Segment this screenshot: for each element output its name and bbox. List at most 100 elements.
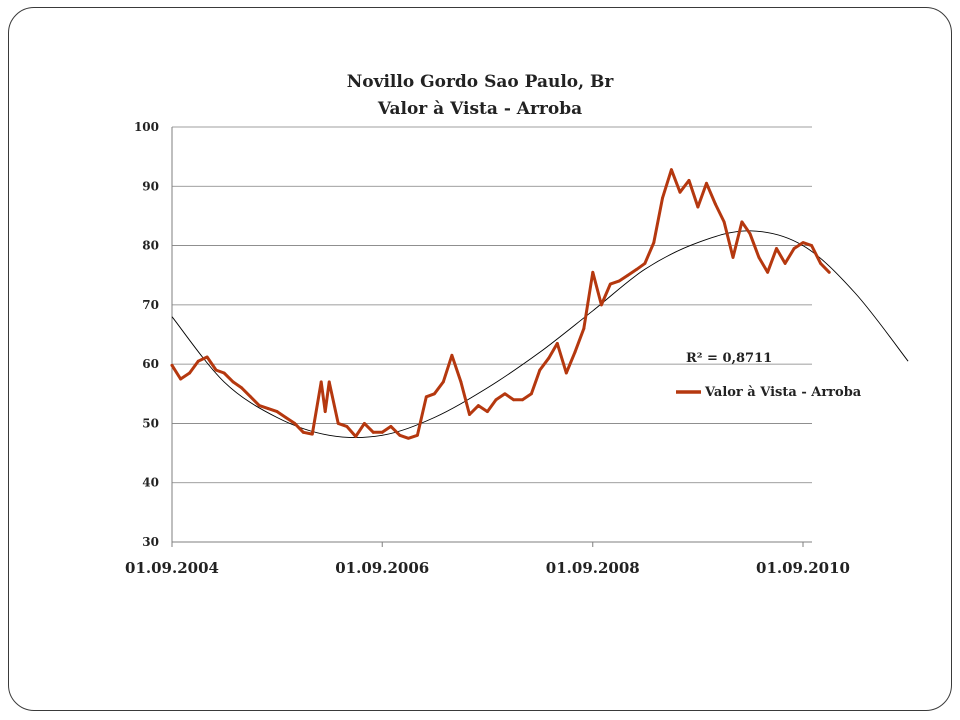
data-point <box>722 220 726 224</box>
x-axis-tick-labels: 01.09.2004 01.09.2006 01.09.2008 01.09.2010 <box>125 559 850 577</box>
data-point <box>441 380 445 384</box>
data-point <box>222 371 226 375</box>
y-tick-label: 50 <box>142 416 159 430</box>
data-point <box>652 241 656 245</box>
data-point <box>319 380 323 384</box>
data-point <box>450 353 454 357</box>
data-point <box>757 256 761 259</box>
data-point <box>284 416 288 419</box>
data-point <box>705 181 708 185</box>
data-point <box>608 282 612 286</box>
data-point <box>801 241 805 245</box>
data-point <box>669 168 673 172</box>
data-point <box>249 395 253 399</box>
data-point <box>477 404 480 408</box>
data-point <box>240 386 244 390</box>
y-tick-label: 80 <box>142 239 159 253</box>
data-point <box>792 247 796 250</box>
data-point <box>714 202 717 206</box>
data-point <box>459 380 463 384</box>
data-point <box>600 303 603 307</box>
data-point <box>731 256 735 259</box>
data-point <box>617 279 621 283</box>
data-point <box>748 232 752 236</box>
data-point <box>810 244 814 247</box>
data-point <box>468 413 471 416</box>
data-point <box>538 368 542 372</box>
data-point <box>555 341 559 345</box>
data-point <box>687 178 691 182</box>
data-point <box>494 398 498 402</box>
y-axis-tick-labels: 30 40 50 60 70 80 90 100 <box>134 120 159 549</box>
data-point <box>310 432 314 436</box>
data-point <box>170 363 174 367</box>
x-tick-label: 01.09.2006 <box>335 559 429 577</box>
data-point <box>323 410 327 413</box>
data-point <box>231 380 235 384</box>
data-point <box>626 273 630 277</box>
data-point <box>783 261 787 265</box>
data-point <box>371 430 375 434</box>
data-point <box>740 220 744 224</box>
data-point <box>179 377 183 381</box>
trendline <box>171 230 909 438</box>
data-point <box>301 430 305 434</box>
chart-title: Novillo Gordo Sao Paulo, Br <box>347 72 615 92</box>
data-point <box>389 424 393 428</box>
data-point <box>696 205 700 209</box>
data-point <box>188 371 191 375</box>
data-point <box>327 380 331 384</box>
data-point <box>214 368 218 372</box>
axes <box>171 127 812 547</box>
data-point <box>766 270 769 274</box>
legend: Valor à Vista - Arroba <box>676 385 862 400</box>
data-point <box>661 196 664 200</box>
x-tick-label: 01.09.2010 <box>756 559 850 577</box>
data-point <box>819 261 822 265</box>
data-point <box>362 422 366 425</box>
data-point <box>424 395 428 399</box>
data-point <box>336 422 340 425</box>
data-point <box>573 350 577 354</box>
data-point <box>293 422 297 425</box>
legend-label: Valor à Vista - Arroba <box>704 385 862 400</box>
data-point <box>512 398 515 402</box>
y-tick-label: 60 <box>142 357 159 371</box>
data-point <box>635 267 639 271</box>
data-point <box>345 424 349 428</box>
data-point <box>380 430 384 434</box>
data-point <box>275 410 279 413</box>
y-tick-label: 30 <box>142 535 159 549</box>
data-point <box>591 270 595 274</box>
data-point <box>415 433 419 437</box>
chart-subtitle: Valor à Vista - Arroba <box>377 99 582 119</box>
data-point <box>643 261 647 265</box>
gridlines <box>172 126 812 484</box>
data-point <box>564 371 568 375</box>
series-points <box>170 168 831 440</box>
data-point <box>205 355 209 359</box>
slide-frame <box>8 7 952 711</box>
data-point <box>582 327 586 330</box>
x-tick-label: 01.09.2004 <box>125 559 219 577</box>
data-point <box>678 190 682 194</box>
data-point <box>521 398 524 402</box>
data-point <box>530 392 533 396</box>
y-tick-label: 90 <box>142 179 159 193</box>
y-tick-label: 100 <box>134 120 159 134</box>
data-point <box>398 433 402 437</box>
data-point <box>503 392 507 396</box>
data-point <box>257 404 261 408</box>
data-point <box>266 407 270 411</box>
data-point <box>407 436 410 440</box>
data-point <box>547 356 551 360</box>
data-point <box>354 435 358 438</box>
r-squared-label: R² = 0,8711 <box>686 351 772 366</box>
y-tick-label: 40 <box>142 476 159 490</box>
x-tick-label: 01.09.2008 <box>546 559 640 577</box>
data-point <box>432 392 436 396</box>
data-point <box>196 359 200 363</box>
data-point <box>775 247 778 250</box>
y-tick-label: 70 <box>142 298 159 312</box>
